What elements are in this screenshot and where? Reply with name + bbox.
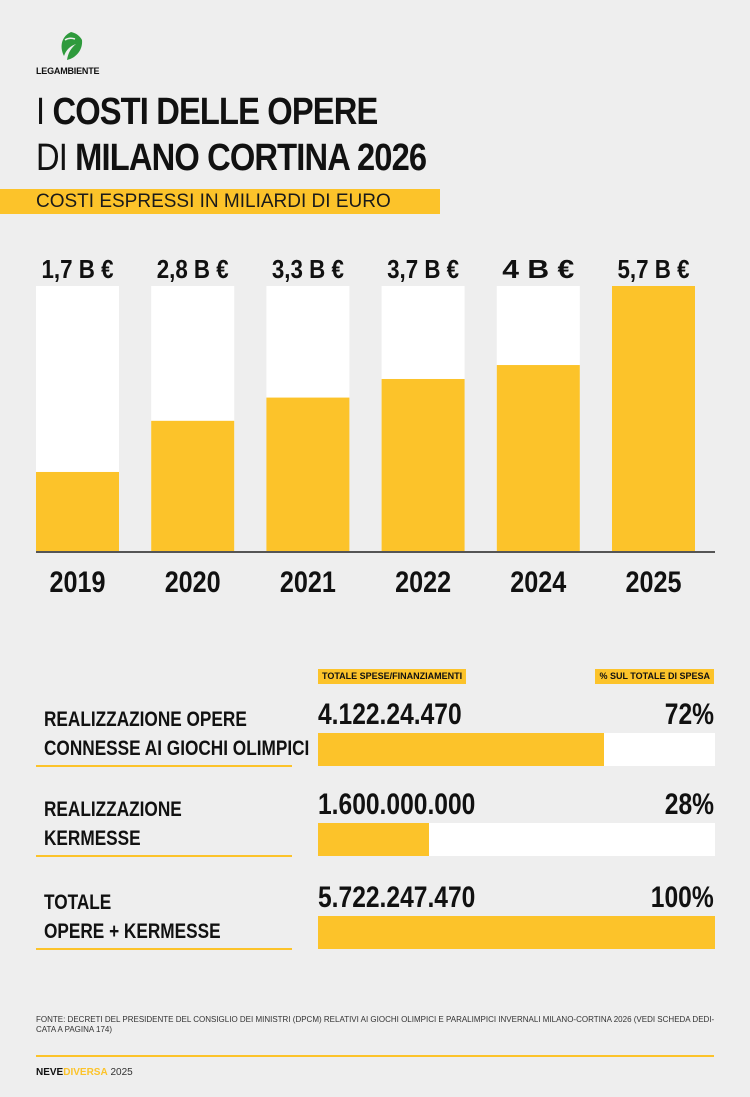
row-percentage: 72% bbox=[664, 698, 714, 731]
source-footnote: FONTE: DECRETI DEL PRESIDENTE DEL CONSIG… bbox=[36, 1015, 715, 1034]
row-share-bar-fill bbox=[318, 916, 715, 949]
page-title-line-2: DI MILANO CORTINA 2026 bbox=[36, 137, 427, 179]
page-title-line-1: I COSTI DELLE OPERE bbox=[36, 91, 378, 133]
header-pct-tag: % SUL TOTALE DI SPESA bbox=[595, 669, 714, 684]
bar-value-label: 3,7 B € bbox=[387, 254, 459, 284]
legambiente-logo: LEGAMBIENTE bbox=[36, 30, 116, 80]
bar bbox=[266, 397, 350, 551]
row-percentage: 100% bbox=[651, 881, 714, 914]
title-main-2: MILANO CORTINA 2026 bbox=[75, 137, 427, 179]
row-percentage: 28% bbox=[664, 788, 714, 821]
row-share-bar bbox=[318, 916, 715, 949]
row-label-line-2: KERMESSE bbox=[44, 827, 141, 850]
bar-value-label: 4 B € bbox=[502, 254, 574, 284]
logo-text: LEGAMBIENTE bbox=[36, 66, 100, 76]
row-share-bar-fill bbox=[318, 823, 430, 856]
row-label-line-2: OPERE + KERMESSE bbox=[44, 920, 221, 943]
header-total-tag: TOTALE SPESE/FINANZIAMENTI bbox=[318, 669, 467, 684]
subtitle: COSTI ESPRESSI IN MILIARDI DI EURO bbox=[36, 191, 391, 212]
title-main-1: COSTI DELLE OPERE bbox=[52, 91, 378, 133]
bar bbox=[496, 365, 580, 551]
x-tick-label: 2021 bbox=[280, 566, 336, 599]
bar bbox=[612, 286, 695, 551]
x-tick-label: 2019 bbox=[50, 566, 106, 599]
footer-diversa: DIVERSA bbox=[63, 1067, 108, 1078]
row-share-bar bbox=[318, 823, 715, 856]
footer-divider bbox=[36, 1055, 714, 1057]
footer-year: 2025 bbox=[110, 1067, 133, 1078]
bar-value-label: 1,7 B € bbox=[42, 254, 114, 284]
row-underline bbox=[36, 948, 292, 950]
row-label-line-1: TOTALE bbox=[44, 891, 112, 914]
row-label-line-1: REALIZZAZIONE OPERE bbox=[44, 708, 247, 731]
row-total-value: 5.722.247.470 bbox=[318, 881, 476, 914]
row-underline bbox=[36, 765, 292, 767]
row-total-value: 4.122.24.470 bbox=[318, 698, 462, 731]
title-prefix-1: I bbox=[36, 91, 45, 133]
bar-value-label: 3,3 B € bbox=[272, 254, 344, 284]
x-tick-label: 2022 bbox=[395, 566, 451, 599]
x-tick-label: 2020 bbox=[165, 566, 221, 599]
chart-svg: 1,7 B € 2019 2,8 B € 2020 3,3 B € 2021 3,7 B €… bbox=[36, 254, 715, 599]
bar-value-label: 2,8 B € bbox=[157, 254, 229, 284]
row-share-bar bbox=[318, 733, 715, 766]
cost-bar-chart: 1,7 B € 2019 2,8 B € 2020 3,3 B € 2021 3,7 B €… bbox=[0, 240, 750, 620]
footer-brand: NEVEDIVERSA 2025 bbox=[36, 1067, 133, 1078]
row-label-line-2: CONNESSE AI GIOCHI OLIMPICI bbox=[44, 737, 310, 760]
row-label-line-1: REALIZZAZIONE bbox=[44, 798, 182, 821]
bar bbox=[151, 420, 235, 551]
bar bbox=[36, 471, 119, 551]
row-underline bbox=[36, 855, 292, 857]
leaf-icon bbox=[61, 32, 83, 60]
bar-value-label: 5,7 B € bbox=[618, 254, 690, 284]
bar bbox=[381, 378, 465, 551]
row-share-bar-fill bbox=[318, 733, 604, 766]
x-tick-label: 2025 bbox=[626, 566, 682, 599]
title-prefix-2: DI bbox=[36, 137, 68, 179]
footer-neve: NEVE bbox=[36, 1067, 64, 1078]
x-tick-label: 2024 bbox=[510, 566, 566, 599]
subtitle-band: COSTI ESPRESSI IN MILIARDI DI EURO bbox=[0, 189, 440, 214]
row-total-value: 1.600.000.000 bbox=[318, 788, 476, 821]
